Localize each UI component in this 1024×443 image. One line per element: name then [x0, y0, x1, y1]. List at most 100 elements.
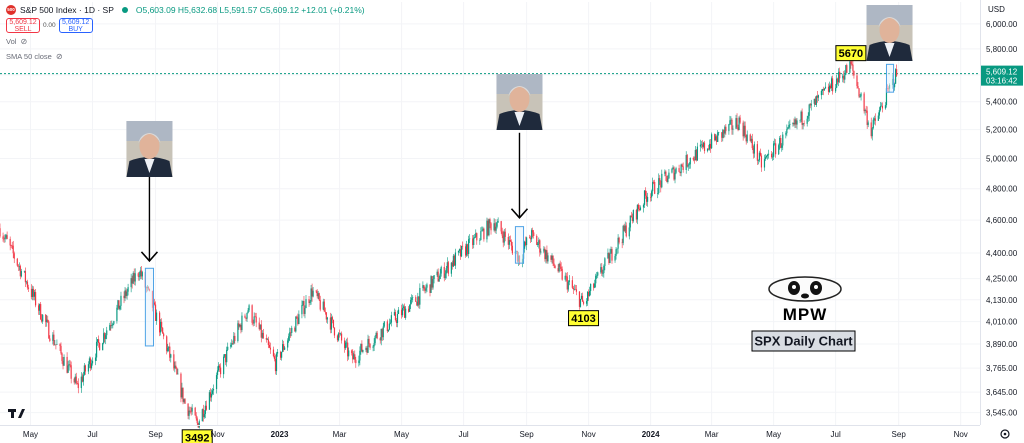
- candle-up: [353, 354, 355, 360]
- candle-up: [617, 237, 619, 249]
- candle-down: [189, 410, 191, 412]
- eye-off-icon[interactable]: ⊘: [55, 52, 63, 61]
- candle-up: [374, 336, 376, 344]
- buy-button[interactable]: 5,609.12 BUY: [58, 18, 93, 33]
- candle-down: [707, 148, 710, 150]
- candle-down: [703, 142, 706, 151]
- candle-down: [32, 288, 35, 297]
- candle-up: [715, 136, 717, 141]
- candle-down: [70, 365, 72, 379]
- candle-up: [204, 405, 206, 415]
- time-axis[interactable]: May Jul Sep Nov 2023 Mar May Jul Sep Nov 2024 Mar Ma…: [0, 425, 1010, 440]
- candle-up: [764, 157, 767, 160]
- candle-down: [424, 289, 426, 291]
- candle-down: [544, 248, 546, 260]
- eye-off-icon[interactable]: ⊘: [20, 37, 28, 46]
- candle-up: [589, 291, 591, 296]
- candle-down: [110, 325, 112, 326]
- candle-down: [24, 270, 27, 283]
- candle-up: [94, 357, 97, 361]
- candle-down: [45, 314, 47, 323]
- candle-down: [653, 181, 655, 183]
- candle-up: [46, 319, 48, 323]
- candle-down: [400, 309, 403, 316]
- candle-up: [230, 344, 232, 347]
- candle-down: [84, 365, 86, 372]
- candle-up: [468, 239, 470, 255]
- candle-up: [508, 239, 510, 245]
- gear-ring: [1000, 429, 1010, 439]
- indicator-vol[interactable]: Vol ⊘: [6, 36, 365, 48]
- candle-up: [595, 275, 597, 284]
- symbol-title[interactable]: S&P 500 Index · 1D · SP: [20, 5, 114, 15]
- candle-down: [803, 123, 805, 124]
- candle-down: [176, 368, 178, 375]
- price-axis[interactable]: USD6,000.005,800.005,600.005,400.005,200…: [980, 0, 1024, 443]
- candle-up: [82, 374, 84, 382]
- candle-up: [824, 86, 827, 89]
- spx-symbol-icon[interactable]: 500: [6, 5, 16, 15]
- chart-annotations: 3492 4103 5670 SPX Daily Chart MPW: [8, 5, 913, 443]
- candle-down: [578, 291, 581, 307]
- candle-up: [823, 88, 826, 91]
- candle-up: [280, 351, 283, 358]
- candle-up: [807, 115, 809, 119]
- candle-up: [390, 315, 392, 323]
- candle-up: [396, 314, 399, 324]
- candle-up: [568, 280, 570, 283]
- candle-down: [858, 88, 860, 97]
- candle-down: [381, 328, 383, 338]
- highlight-box: [144, 267, 155, 347]
- candle-up: [728, 124, 730, 132]
- candle-down: [16, 258, 18, 266]
- candle-down: [166, 336, 168, 352]
- candle-down: [308, 299, 310, 303]
- candle-up: [496, 222, 498, 227]
- candle-down: [60, 345, 62, 354]
- candle-down: [459, 249, 462, 257]
- candle-down: [347, 342, 349, 357]
- candle-down: [447, 262, 449, 274]
- candle-up: [629, 215, 631, 228]
- y-tick-label: 5,800.00: [986, 45, 1018, 54]
- y-tick-label: 5,200.00: [986, 126, 1018, 135]
- tradingview-logo-icon[interactable]: [8, 409, 25, 418]
- panda-pupil-right: [814, 285, 818, 289]
- x-tick-label: Mar: [333, 430, 347, 439]
- candle-down: [0, 228, 1, 237]
- candle-up: [671, 168, 673, 173]
- candle-up: [773, 143, 775, 157]
- candle-down: [692, 157, 694, 160]
- candle-down: [344, 340, 346, 349]
- candle-down: [395, 320, 398, 324]
- indicator-vol-label: Vol: [6, 37, 17, 46]
- candle-up: [155, 312, 158, 321]
- candle-up: [367, 338, 369, 353]
- candle-down: [566, 276, 568, 290]
- candle-up: [657, 192, 659, 194]
- candle-down: [575, 289, 578, 292]
- candle-down: [49, 338, 51, 341]
- indicator-sma[interactable]: SMA 50 close ⊘: [6, 51, 365, 63]
- candle-up: [828, 85, 831, 92]
- gear-icon[interactable]: [1000, 429, 1010, 439]
- candle-up: [409, 304, 411, 312]
- candle-down: [467, 244, 469, 255]
- candle-down: [6, 235, 8, 239]
- sell-button[interactable]: 5,609.12 SELL: [6, 18, 40, 33]
- candle-up: [117, 300, 119, 308]
- portrait-face: [509, 86, 530, 112]
- candle-up: [767, 153, 770, 155]
- candle-up: [689, 157, 691, 165]
- candle-up: [884, 105, 887, 109]
- candle-down: [104, 333, 106, 339]
- x-tick-label: Nov: [210, 430, 224, 439]
- candle-up: [191, 407, 193, 412]
- candle-up: [607, 252, 609, 259]
- candle-up: [788, 124, 790, 128]
- candle-down: [465, 246, 467, 256]
- candle-down: [336, 335, 339, 341]
- candle-down: [75, 376, 77, 384]
